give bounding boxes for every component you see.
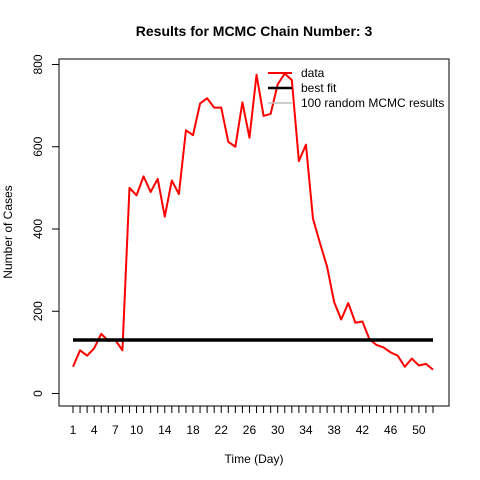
- y-axis-label: Number of Cases: [1, 185, 15, 278]
- y-tick-label: 600: [31, 136, 45, 156]
- x-tick-label: 7: [112, 423, 119, 437]
- x-tick-label: 14: [158, 423, 172, 437]
- chart-title: Results for MCMC Chain Number: 3: [136, 23, 373, 39]
- x-tick-label: 38: [327, 423, 341, 437]
- x-tick-label: 22: [215, 423, 229, 437]
- x-tick-label: 18: [186, 423, 200, 437]
- y-tick-label: 200: [31, 301, 45, 321]
- series-layer: [72, 72, 434, 371]
- x-tick-label: 42: [356, 423, 370, 437]
- series-line-data: [72, 72, 434, 371]
- y-tick-label: 800: [31, 54, 45, 74]
- x-tick-label: 30: [271, 423, 285, 437]
- legend-label-best-fit: best fit: [301, 81, 337, 95]
- legend-label-100-random-mcmc-results: 100 random MCMC results: [301, 96, 444, 110]
- x-tick-label: 4: [91, 423, 98, 437]
- legend-label-data: data: [301, 66, 325, 80]
- x-tick-label: 50: [412, 423, 426, 437]
- x-tick-label: 34: [299, 423, 313, 437]
- x-axis: 1 4 7 10 14 18 22 26 30 34 38 42 46 50: [70, 405, 434, 437]
- plot-frame: [58, 58, 450, 407]
- x-tick-label: 46: [384, 423, 398, 437]
- x-tick-label: 26: [243, 423, 257, 437]
- x-tick-label: 1: [70, 423, 77, 437]
- y-tick-label: 400: [31, 219, 45, 239]
- y-axis: 0 200 400 600 800: [31, 54, 60, 397]
- x-tick-label: 10: [130, 423, 144, 437]
- x-axis-label: Time (Day): [225, 452, 284, 466]
- y-tick-label: 0: [31, 390, 45, 397]
